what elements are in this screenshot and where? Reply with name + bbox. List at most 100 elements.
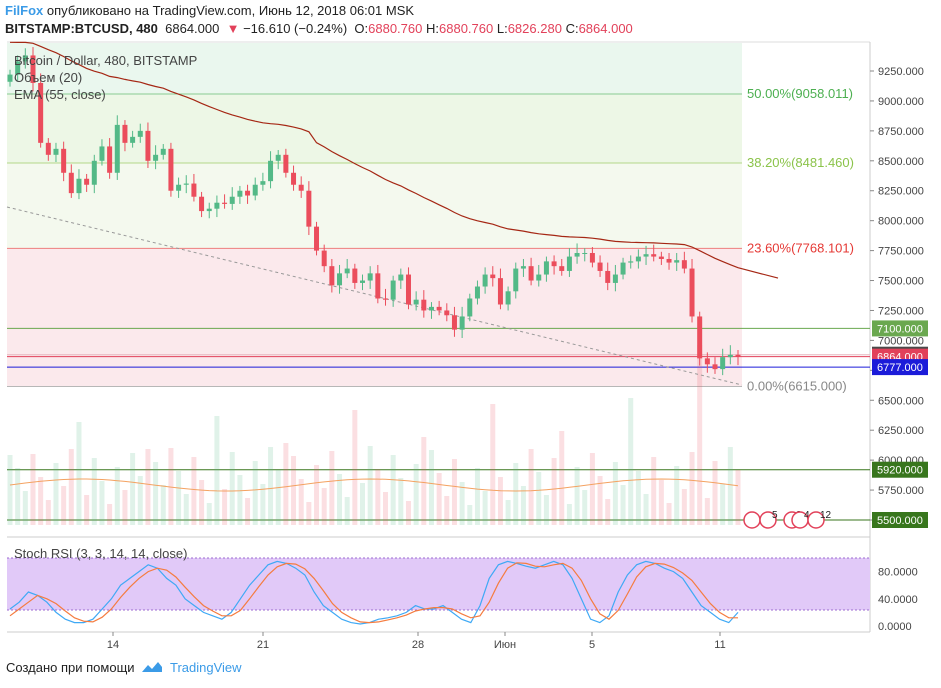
candle[interactable] [405,274,411,305]
candle[interactable] [344,268,350,274]
candle[interactable] [421,299,427,311]
trendline[interactable] [6,206,743,386]
candle[interactable] [681,260,687,269]
candle[interactable] [206,208,212,212]
candle[interactable] [467,298,473,317]
candle[interactable] [191,183,197,197]
candle[interactable] [298,184,304,191]
candle[interactable] [352,268,358,283]
candle[interactable] [291,172,297,185]
candle[interactable] [689,268,695,317]
candle[interactable] [145,130,151,161]
candle[interactable] [536,274,542,281]
candle[interactable] [68,172,74,194]
candle[interactable] [122,124,128,143]
candle[interactable] [91,160,97,185]
candle[interactable] [482,274,488,287]
candle[interactable] [275,154,281,161]
candle[interactable] [7,74,13,82]
candle[interactable] [321,250,327,267]
candle[interactable] [658,256,664,259]
candle[interactable] [38,82,44,143]
candle[interactable] [245,190,251,196]
candle[interactable] [528,266,534,281]
candle[interactable] [451,315,457,330]
candle[interactable] [551,261,557,267]
candle[interactable] [260,181,266,185]
candle[interactable] [428,306,434,311]
candle[interactable] [643,254,649,257]
candle[interactable] [114,124,120,173]
event-flag-icon[interactable] [807,511,825,529]
candle[interactable] [697,316,703,359]
candle[interactable] [635,256,641,262]
candle[interactable] [727,354,733,358]
candle[interactable] [597,262,603,271]
event-flag-icon[interactable] [743,511,761,529]
candle[interactable] [268,160,274,182]
candle[interactable] [237,190,243,197]
candle[interactable] [474,286,480,299]
candle[interactable] [107,146,113,173]
candle[interactable] [137,130,143,137]
candle[interactable] [306,190,312,227]
candle[interactable] [130,136,136,143]
candle[interactable] [666,258,672,263]
author-link[interactable]: FilFox [5,3,44,18]
candle[interactable] [390,280,396,300]
candle[interactable] [574,252,580,257]
candle[interactable] [214,202,220,209]
candle[interactable] [30,55,36,83]
candle[interactable] [53,148,59,155]
candle[interactable] [720,357,726,370]
candle[interactable] [620,262,626,275]
candle[interactable] [490,274,496,279]
candle[interactable] [704,358,710,365]
candle[interactable] [45,142,51,155]
candle[interactable] [84,178,90,185]
candle[interactable] [674,260,680,263]
candle[interactable] [612,274,618,283]
candle[interactable] [566,256,572,271]
candle[interactable] [176,184,182,191]
candle[interactable] [22,55,28,62]
tradingview-logo[interactable]: TradingView [140,659,242,675]
candle[interactable] [382,298,388,300]
candle[interactable] [15,61,21,75]
candle[interactable] [229,196,235,204]
candle[interactable] [520,266,526,269]
candle[interactable] [582,252,588,254]
candle[interactable] [252,184,258,196]
candle[interactable] [735,354,741,357]
candle[interactable] [360,280,366,283]
candle[interactable] [398,274,404,281]
candle[interactable] [444,310,450,316]
candle[interactable] [76,178,82,194]
candle[interactable] [99,146,105,161]
candle[interactable] [589,252,595,263]
candle[interactable] [153,154,159,161]
candle[interactable] [497,278,503,305]
candle[interactable] [375,273,381,299]
candle[interactable] [283,154,289,173]
candle[interactable] [543,261,549,275]
candle[interactable] [513,268,519,292]
candle[interactable] [559,266,565,271]
candle[interactable] [314,226,320,251]
candle[interactable] [222,202,228,204]
candle[interactable] [329,266,335,286]
candle[interactable] [505,291,511,305]
candle[interactable] [651,254,657,257]
candle[interactable] [337,273,343,286]
candle[interactable] [168,148,174,191]
candle[interactable] [199,196,205,212]
candle[interactable] [459,316,465,330]
candle[interactable] [413,299,419,305]
candle[interactable] [61,148,67,173]
candle[interactable] [367,273,373,281]
candle[interactable] [436,306,442,311]
event-flag-icon[interactable] [759,511,777,529]
candle[interactable] [712,364,718,370]
candle[interactable] [605,270,611,283]
